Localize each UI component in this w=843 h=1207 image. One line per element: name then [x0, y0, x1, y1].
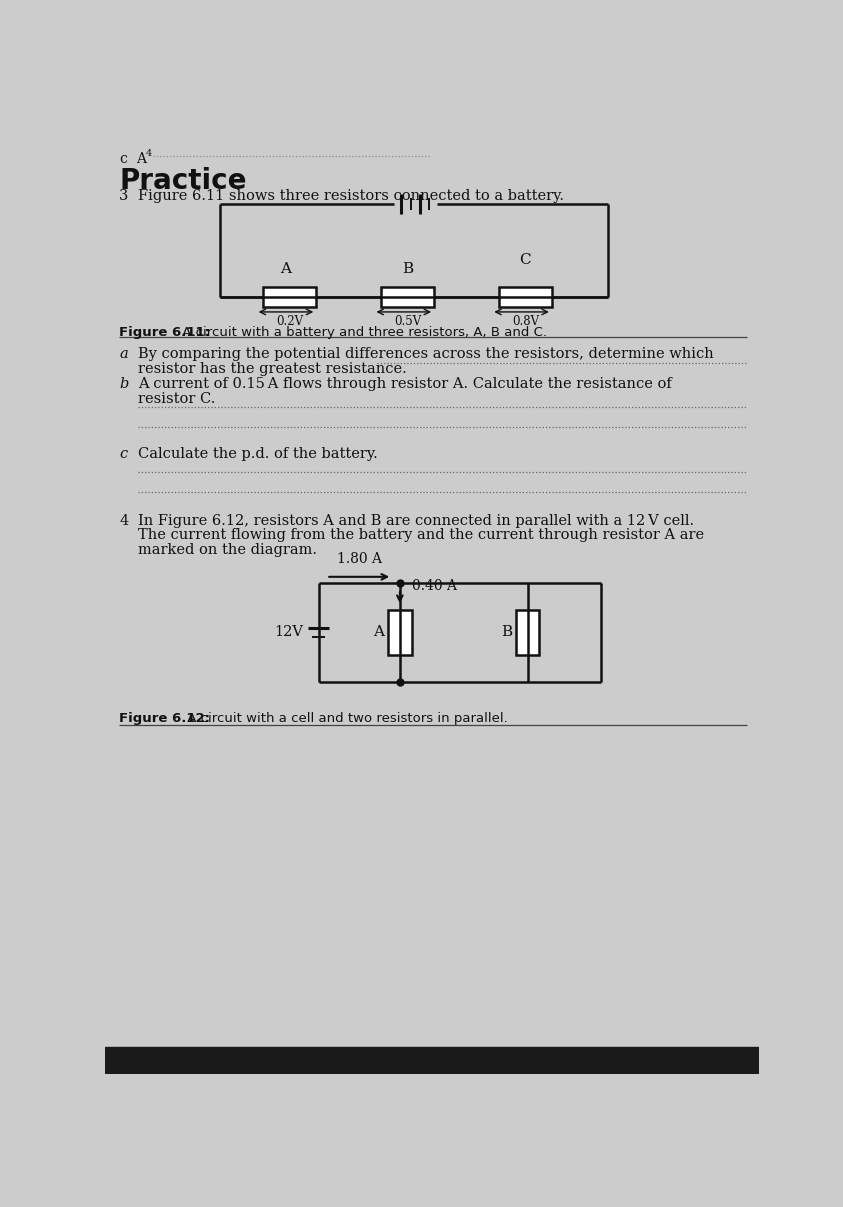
Text: resistor C.: resistor C.: [138, 392, 215, 406]
Text: B: B: [501, 625, 513, 640]
Text: c: c: [120, 447, 127, 461]
Text: 1.80 A: 1.80 A: [336, 552, 382, 566]
Text: a: a: [120, 348, 128, 361]
Text: 4: 4: [146, 150, 152, 158]
Text: A: A: [281, 262, 292, 275]
Text: 0.40 A: 0.40 A: [411, 579, 457, 593]
Text: c: c: [120, 152, 127, 165]
Text: Figure 6.12:: Figure 6.12:: [120, 712, 210, 725]
Text: By comparing the potential differences across the resistors, determine which: By comparing the potential differences a…: [138, 348, 714, 361]
Text: B: B: [402, 262, 413, 275]
Bar: [389, 610, 411, 654]
Text: 0.5V: 0.5V: [394, 315, 422, 328]
Text: A: A: [137, 152, 147, 165]
Bar: [499, 286, 552, 307]
Text: A: A: [373, 625, 384, 640]
Text: A circuit with a battery and three resistors, A, B and C.: A circuit with a battery and three resis…: [178, 326, 547, 339]
Text: A current of 0.15 A flows through resistor A. Calculate the resistance of: A current of 0.15 A flows through resist…: [138, 378, 672, 391]
Text: Figure 6.11 shows three resistors connected to a battery.: Figure 6.11 shows three resistors connec…: [138, 188, 564, 203]
Text: In Figure 6.12, resistors A and B are connected in parallel with a 12 V cell.: In Figure 6.12, resistors A and B are co…: [138, 514, 694, 527]
Text: The current flowing from the battery and the current through resistor A are: The current flowing from the battery and…: [138, 529, 704, 542]
Text: Calculate the p.d. of the battery.: Calculate the p.d. of the battery.: [138, 447, 378, 461]
Bar: [381, 286, 434, 307]
Text: b: b: [120, 378, 129, 391]
Text: C: C: [519, 252, 531, 267]
Text: 3: 3: [120, 188, 129, 203]
Text: 0.2V: 0.2V: [277, 315, 303, 328]
Text: resistor has the greatest resistance.: resistor has the greatest resistance.: [138, 362, 406, 375]
Text: marked on the diagram.: marked on the diagram.: [138, 543, 317, 556]
Bar: [105, 1048, 759, 1074]
Bar: [516, 610, 540, 654]
Text: 0.8V: 0.8V: [512, 315, 539, 328]
Text: A circuit with a cell and two resistors in parallel.: A circuit with a cell and two resistors …: [183, 712, 507, 725]
Text: Figure 6.11:: Figure 6.11:: [120, 326, 210, 339]
Text: 12V: 12V: [274, 625, 303, 640]
Text: Practice: Practice: [120, 168, 247, 196]
Text: 4: 4: [120, 514, 129, 527]
Bar: [264, 286, 316, 307]
